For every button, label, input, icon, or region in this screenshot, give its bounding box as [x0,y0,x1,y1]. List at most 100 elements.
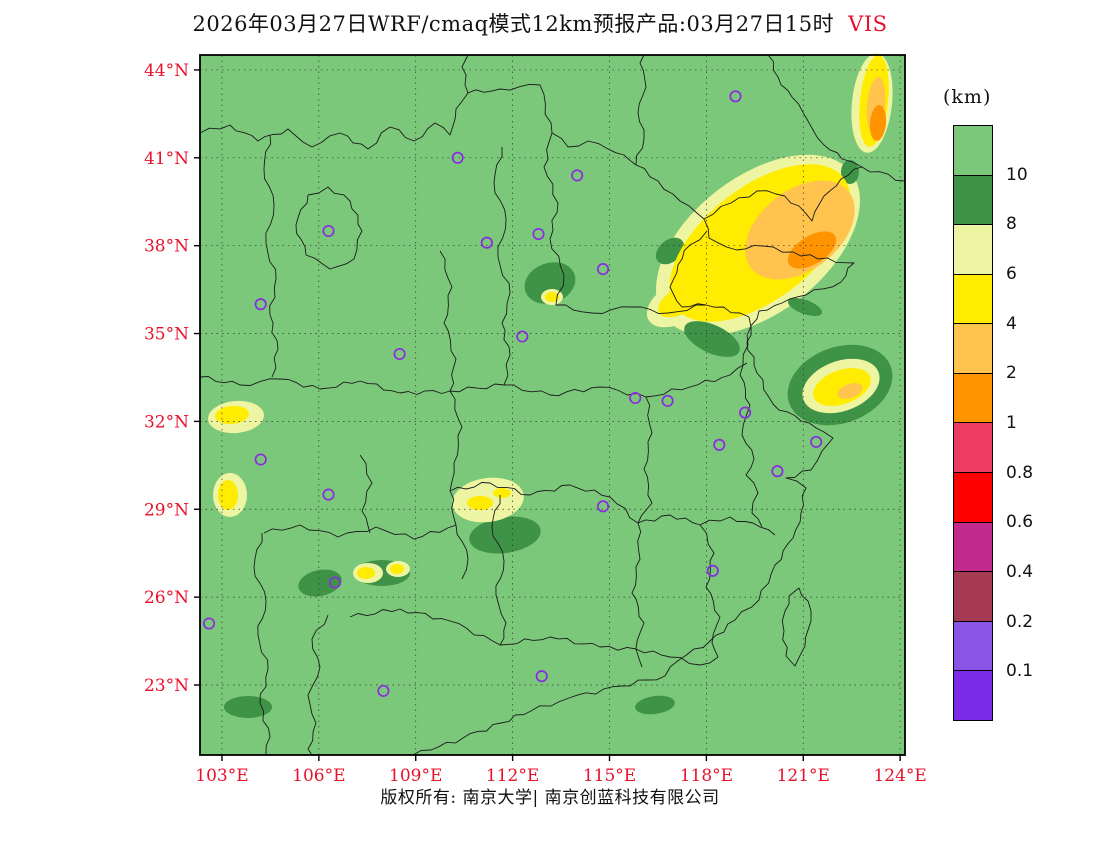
city-marker [810,435,823,448]
province-boundary [493,146,511,386]
city-marker [596,500,610,513]
city-marker [322,224,335,238]
vis-region-4-6 [658,284,702,318]
city-marker [532,227,545,241]
city-marker [377,684,390,697]
vis-region-8-10 [298,569,342,597]
colorbar-label: 8 [1006,214,1017,235]
province-boundary [263,134,279,378]
province-boundary [439,250,457,392]
colorbar-segment [953,620,993,672]
vis-region-8-10 [469,516,541,554]
colorbar-label: 6 [1006,264,1017,284]
colorbar-label: 0.4 [1006,562,1034,582]
city-marker [771,465,784,478]
city-marker [322,488,335,501]
city-marker [480,236,493,249]
lat-tick-label: 23°N [144,676,189,696]
vis-region-8-10 [841,160,859,184]
lat-tick-label: 38°N [144,237,189,257]
vis-region-4-6 [545,292,559,302]
city-marker [661,394,674,407]
colorbar-label: 0.1 [1006,661,1034,682]
colorbar-segment [953,521,993,573]
city-marker [535,670,548,683]
colorbar-label: 1 [1006,413,1017,433]
city-marker [596,263,610,276]
vis-region-8-10 [635,695,675,715]
vis-region-4-6 [218,480,238,510]
lat-tick-label: 26°N [144,588,189,608]
province-boundary [449,490,469,580]
lon-tick-label: 106°E [292,766,345,786]
colorbar-label: 4 [1006,313,1017,334]
colorbar-segment [953,571,993,622]
colorbar-label: 0.6 [1006,512,1034,533]
lat-tick-label: 35°N [144,325,189,345]
province-boundary [637,396,653,524]
province-boundary [635,164,705,220]
province-boundary [295,186,363,270]
vis-region-4-6 [215,405,249,425]
city-marker [254,298,267,311]
colorbar-segment [953,670,993,721]
city-marker [393,347,406,361]
province-boundary [449,390,463,492]
province-boundary [551,132,637,166]
province-boundary [767,54,863,168]
province-boundary [449,482,776,536]
title-main: 2026年03月27日WRF/cmaq模式12km预报产品:03月27日15时 [192,12,835,36]
vis-region-1-2 [869,105,887,141]
province-boundary [263,524,457,540]
forecast-map: 103°E 106°E 109°E 112°E 115°E 118°E 121°E 124°E… [144,53,927,786]
vis-region-8-10 [787,297,823,317]
lon-tick-label: 112°E [486,766,539,786]
province-boundary [781,587,812,667]
province-boundary [199,362,748,398]
lon-tick-label: 109°E [389,766,442,786]
province-boundary [467,83,565,306]
province-boundary [635,54,647,166]
province-boundary [307,614,329,756]
vis-region-4-6 [390,564,404,574]
colorbar-segment [953,422,993,474]
lon-tick-label: 118°E [680,766,733,786]
province-boundary [253,532,271,756]
map-frame [199,54,906,756]
lon-tick-label: 124°E [873,766,926,786]
lon-tick-label: 103°E [195,766,248,786]
colorbar-segment [953,472,993,523]
colorbar-segment [953,174,993,226]
lat-tick-label: 44°N [144,61,189,81]
colorbar-label: 10 [1006,164,1028,185]
province-boundary [745,474,763,528]
province-boundary [491,494,507,646]
vis-region-4-6 [467,496,493,510]
vis-region-8-10 [684,321,740,357]
colorbar-label: 0.2 [1006,611,1034,632]
lat-tick-label: 29°N [144,500,189,520]
city-marker [571,169,584,182]
vis-region-4-6 [493,488,511,498]
copyright-footer: 版权所有: 南京大学| 南京创蓝科技有限公司 [380,788,720,808]
lon-tick-label: 115°E [583,766,636,786]
city-marker [516,330,529,343]
city-marker [254,453,267,466]
colorbar-label: 2 [1006,363,1017,384]
colorbar [953,125,993,721]
city-marker [202,617,216,630]
province-boundary [555,304,750,318]
city-marker [729,90,742,103]
colorbar-segment [953,125,993,176]
city-marker [629,391,642,405]
province-boundary [349,608,719,666]
city-marker [713,438,726,451]
province-boundary [699,524,721,658]
colorbar-segment [953,224,993,275]
province-boundary [631,522,645,668]
province-boundary [412,166,906,756]
lat-tick-label: 32°N [144,412,189,432]
title-variable: VIS [848,12,888,36]
colorbar-label: 0.8 [1006,462,1034,483]
